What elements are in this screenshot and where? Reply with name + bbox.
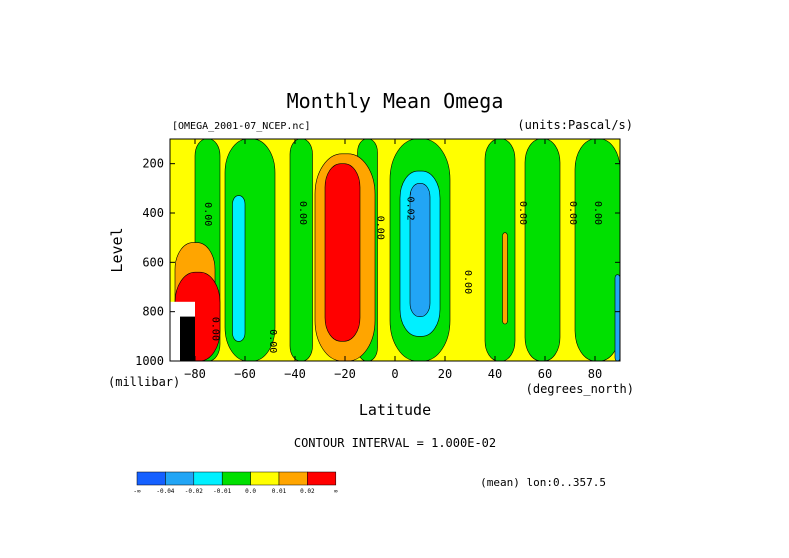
contour-band — [614, 274, 621, 362]
colorbar-label: -0.01 — [213, 488, 231, 495]
x-axis-units: (degrees_north) — [526, 382, 634, 396]
contour-label: 0.00 — [210, 317, 221, 341]
contour-label: 0.00 — [592, 201, 603, 225]
footer-note: (mean) lon:0..357.5 — [480, 476, 606, 489]
contour-band — [524, 138, 561, 362]
contour-label: 0.00 — [567, 201, 578, 225]
colorbar-swatch — [165, 471, 195, 486]
contour-label: 0.00 — [297, 201, 308, 225]
colorbar-label: -0.02 — [185, 488, 203, 495]
x-tick-label: −20 — [334, 367, 356, 381]
contour-label: -0.02 — [405, 191, 416, 221]
contour-band — [232, 195, 246, 342]
x-tick-label: −60 — [234, 367, 256, 381]
colorbar-swatch — [278, 471, 308, 486]
colorbar-swatch — [307, 471, 337, 486]
contour-label: 0.00 — [462, 270, 473, 294]
colorbar-swatch — [136, 471, 166, 486]
y-axis-units: (millibar) — [108, 375, 180, 389]
units-label: (units:Pascal/s) — [517, 118, 633, 132]
colorbar-label: 0.0 — [245, 488, 256, 495]
contour-band — [484, 138, 516, 362]
x-tick-label: 60 — [538, 367, 552, 381]
colorbar-swatch — [193, 471, 223, 486]
y-axis-ticks: 200 400 600 800 1000 — [135, 157, 620, 368]
y-axis-label: Level — [108, 227, 126, 272]
x-axis-label: Latitude — [359, 401, 431, 419]
contour-labels: 0.00 0.00 0.00 -0.02 0.00 0.00 0.00 0.00 0.00 0.0… — [202, 191, 603, 354]
contour-interval-note: CONTOUR INTERVAL = 1.000E-02 — [294, 436, 496, 450]
x-axis-ticks: −80 −60 −40 −20 0 20 40 60 80 — [184, 139, 602, 381]
contour-band — [324, 163, 361, 342]
y-tick-label: 200 — [142, 157, 164, 171]
y-tick-label: 400 — [142, 206, 164, 220]
contour-band — [409, 183, 431, 317]
contour-label: 0.00 — [517, 201, 528, 225]
colorbar: -∞ -0.04 -0.02 -0.01 0.0 0.01 0.02 ∞ — [133, 471, 338, 495]
contour-band — [502, 232, 508, 325]
dataset-label: [OMEGA_2001-07_NCEP.nc] — [172, 121, 310, 132]
chart-title: Monthly Mean Omega — [287, 89, 504, 113]
colorbar-label: -0.04 — [156, 488, 174, 495]
contour-band — [289, 138, 313, 362]
y-tick-label: 800 — [142, 305, 164, 319]
x-tick-label: 40 — [488, 367, 502, 381]
plot-area — [170, 138, 621, 362]
x-tick-label: −80 — [184, 367, 206, 381]
missing-data-patch — [180, 316, 195, 361]
colorbar-swatch — [221, 471, 251, 486]
x-tick-label: 80 — [588, 367, 602, 381]
colorbar-label: 0.01 — [272, 488, 287, 495]
colorbar-swatch — [250, 471, 280, 486]
contour-label: 0.00 — [202, 202, 213, 226]
contour-band — [574, 138, 621, 362]
colorbar-label: ∞ — [334, 488, 338, 495]
colorbar-label: 0.02 — [300, 488, 315, 495]
y-tick-label: 1000 — [135, 354, 164, 368]
x-tick-label: 0 — [391, 367, 398, 381]
contour-label: 0.00 — [267, 329, 278, 353]
x-tick-label: 20 — [438, 367, 452, 381]
x-tick-label: −40 — [284, 367, 306, 381]
y-tick-label: 600 — [142, 255, 164, 269]
colorbar-label: -∞ — [133, 488, 141, 495]
contour-label: 0.00 — [375, 216, 386, 240]
